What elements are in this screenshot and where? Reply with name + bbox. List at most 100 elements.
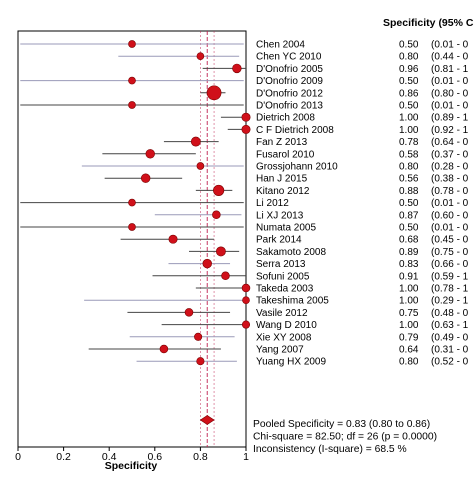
study-ci: (0.52 - 0 <box>431 357 469 368</box>
pooled-diamond <box>199 415 215 425</box>
study-value: 1.00 <box>399 125 419 136</box>
study-name: Li XJ 2013 <box>256 210 304 221</box>
study-name: Numata 2005 <box>256 223 316 234</box>
pooled-specificity-text: Pooled Specificity = 0.83 (0.80 to 0.86) <box>253 419 430 430</box>
study-name: D'Onofrio 2013 <box>256 101 323 112</box>
point-estimate <box>145 149 155 159</box>
study-name: Takeshima 2005 <box>256 296 329 307</box>
study-value: 0.80 <box>399 357 419 368</box>
study-ci: (0.49 - 0 <box>431 332 469 343</box>
point-estimate <box>212 210 221 220</box>
study-ci: (0.78 - 0 <box>431 186 469 197</box>
study-value: 0.56 <box>399 174 419 185</box>
study-ci: (0.44 - 0 <box>431 52 469 63</box>
point-estimate <box>242 296 250 305</box>
study-name: Takeda 2003 <box>256 284 314 295</box>
point-estimate <box>202 258 212 269</box>
study-name: Fan Z 2013 <box>256 137 308 148</box>
study-ci: (0.64 - 0 <box>431 137 469 148</box>
summary-statistics: Pooled Specificity = 0.83 (0.80 to 0.86)… <box>253 419 437 455</box>
study-name: Li 2012 <box>256 198 289 209</box>
study-value: 0.75 <box>399 308 419 319</box>
point-estimate <box>241 320 251 329</box>
point-estimate <box>241 112 251 122</box>
point-estimate <box>232 63 242 74</box>
point-estimate <box>128 40 136 48</box>
study-ci: (0.59 - 1 <box>431 271 469 282</box>
study-value: 0.50 <box>399 101 419 112</box>
x-tick-label: 1 <box>243 451 249 463</box>
study-value: 0.58 <box>399 149 419 160</box>
plot-frame <box>17 30 247 448</box>
study-value: 1.00 <box>399 296 419 307</box>
chi-square-text: Chi-square = 82.50; df = 26 (p = 0.0000) <box>253 432 437 443</box>
study-ci: (0.78 - 1 <box>431 284 469 295</box>
study-ci: (0.29 - 1 <box>431 296 469 307</box>
study-ci: (0.28 - 0 <box>431 162 469 173</box>
point-estimate <box>196 52 205 61</box>
study-name: D'Onofrio 2009 <box>256 76 323 87</box>
study-name: D'Onofrio 2012 <box>256 88 323 99</box>
study-ci: (0.38 - 0 <box>431 174 469 185</box>
point-estimate <box>206 85 222 101</box>
study-name: Wang D 2010 <box>256 320 317 331</box>
study-ci: (0.37 - 0 <box>431 149 469 160</box>
point-estimate <box>128 101 136 109</box>
study-name: Han J 2015 <box>256 174 308 185</box>
point-estimate <box>241 283 251 293</box>
study-ci: (0.63 - 1 <box>431 320 469 331</box>
study-value: 0.83 <box>399 259 419 270</box>
x-tick-label: 0.2 <box>56 451 71 463</box>
study-value: 0.88 <box>399 186 419 197</box>
study-value: 0.50 <box>399 40 419 51</box>
point-estimate <box>190 136 201 147</box>
x-tick-label: 0 <box>15 451 21 463</box>
point-estimate <box>140 173 151 183</box>
study-ci: (0.80 - 0 <box>431 88 469 99</box>
study-labels: Chen 2004 0.50 (0.01 - 0 Chen YC 2010 0.80 (0… <box>256 40 469 368</box>
study-name: Grossjohann 2010 <box>256 162 338 173</box>
study-ci: (0.45 - 0 <box>431 235 469 246</box>
column-header: Specificity (95% C <box>383 17 474 29</box>
point-estimate <box>184 308 194 317</box>
point-estimate <box>213 184 225 196</box>
study-value: 0.50 <box>399 223 419 234</box>
study-name: Chen 2004 <box>256 40 305 51</box>
point-estimate <box>216 246 226 257</box>
study-value: 0.80 <box>399 52 419 63</box>
study-name: Kitano 2012 <box>256 186 310 197</box>
study-value: 0.96 <box>399 64 419 75</box>
study-name: Serra 2013 <box>256 259 306 270</box>
study-ci: (0.81 - 1 <box>431 64 469 75</box>
point-estimates <box>128 40 251 425</box>
study-value: 0.89 <box>399 247 419 258</box>
study-value: 0.91 <box>399 271 419 282</box>
x-tick-label: 0.6 <box>147 451 162 463</box>
point-estimate <box>241 124 251 134</box>
study-value: 0.80 <box>399 162 419 173</box>
study-value: 1.00 <box>399 284 419 295</box>
study-ci: (0.31 - 0 <box>431 345 469 356</box>
point-estimate <box>194 332 203 341</box>
study-ci: (0.60 - 0 <box>431 210 469 221</box>
study-ci: (0.92 - 1 <box>431 125 469 136</box>
point-estimate <box>128 198 136 207</box>
study-value: 0.68 <box>399 235 419 246</box>
point-estimate <box>168 234 178 244</box>
point-estimate <box>159 344 169 354</box>
point-estimate <box>196 357 205 366</box>
study-ci: (0.01 - 0 <box>431 76 469 87</box>
study-value: 1.00 <box>399 320 419 331</box>
study-name: Xie XY 2008 <box>256 332 312 343</box>
point-estimate <box>128 76 136 85</box>
study-value: 0.86 <box>399 88 419 99</box>
study-ci: (0.66 - 0 <box>431 259 469 270</box>
study-value: 0.50 <box>399 76 419 87</box>
study-ci: (0.01 - 0 <box>431 101 469 112</box>
study-value: 0.50 <box>399 198 419 209</box>
x-axis: 0 0.2 0.4 0.6 0.8 1 <box>15 447 249 463</box>
study-ci: (0.75 - 0 <box>431 247 469 258</box>
study-ci: (0.01 - 0 <box>431 40 469 51</box>
